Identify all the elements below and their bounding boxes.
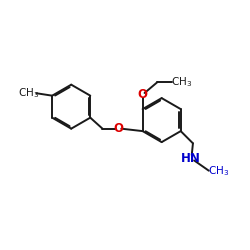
Text: HN: HN [180,152,201,164]
Text: CH$_3$: CH$_3$ [208,164,229,177]
Text: O: O [114,122,124,135]
Text: CH$_3$: CH$_3$ [171,75,192,89]
Text: CH$_3$: CH$_3$ [18,86,39,100]
Text: O: O [138,88,147,102]
